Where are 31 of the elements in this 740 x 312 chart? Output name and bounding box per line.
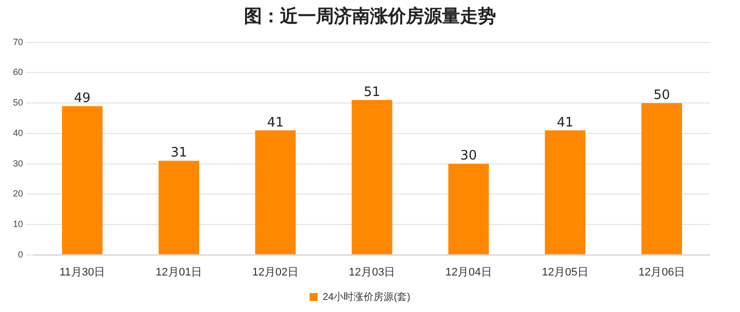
bar xyxy=(62,106,103,254)
data-label: 49 xyxy=(74,90,91,106)
data-label: 31 xyxy=(170,146,188,161)
data-label: 50 xyxy=(653,88,670,103)
x-tick-label: 12月06日 xyxy=(638,266,685,278)
bar xyxy=(544,130,586,254)
data-label: 30 xyxy=(460,148,477,164)
y-tick-label: 50 xyxy=(12,98,24,108)
data-label: 51 xyxy=(364,84,380,100)
bar xyxy=(352,100,392,254)
data-label: 41 xyxy=(267,115,284,130)
y-tick-label: 0 xyxy=(18,249,24,260)
x-tick-label: 12月03日 xyxy=(348,266,396,278)
x-tick-label: 12月01日 xyxy=(156,266,202,278)
y-tick-label: 60 xyxy=(12,67,24,78)
y-tick-label: 20 xyxy=(12,188,24,199)
x-tick-label: 12月05日 xyxy=(542,266,588,278)
y-tick-label: 10 xyxy=(12,218,24,229)
bar xyxy=(255,130,296,254)
y-tick-label: 30 xyxy=(12,158,24,168)
bar xyxy=(158,160,200,254)
x-tick-label: 12月04日 xyxy=(445,266,492,278)
y-tick-label: 70 xyxy=(12,36,24,47)
data-label: 41 xyxy=(556,115,574,130)
y-tick-label: 40 xyxy=(12,128,24,138)
x-tick-label: 12月02日 xyxy=(252,266,299,278)
bar xyxy=(448,164,489,254)
legend-label: 24小时涨价房源(套) xyxy=(322,290,410,303)
x-tick-label: 11月30日 xyxy=(59,266,106,278)
chart-title: 图：近一周济南涨价房源量走势 xyxy=(243,5,497,29)
bar xyxy=(641,103,682,254)
